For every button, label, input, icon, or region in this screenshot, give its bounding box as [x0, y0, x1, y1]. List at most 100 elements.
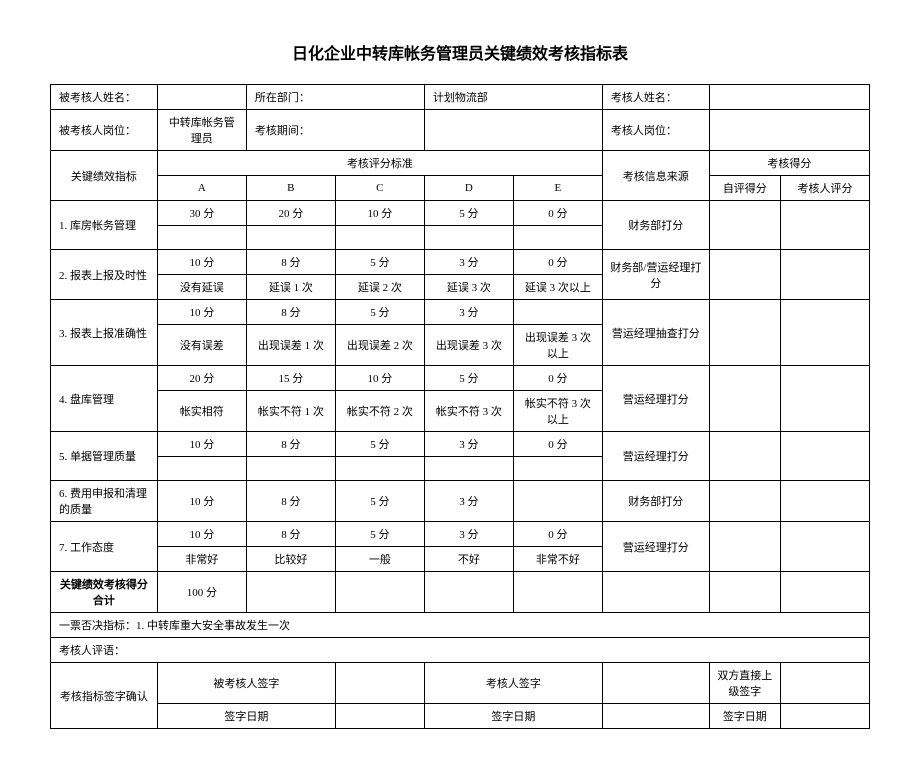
cell: 20 分 [246, 201, 335, 226]
cell: 延误 2 次 [335, 275, 424, 300]
source: 财务部打分 [602, 201, 709, 250]
cell: 出现误差 2 次 [335, 325, 424, 366]
source: 财务部打分 [602, 481, 709, 522]
cell [424, 572, 513, 613]
cell: 8 分 [246, 300, 335, 325]
cell: 8 分 [246, 522, 335, 547]
cell: 出现误差 3 次以上 [513, 325, 602, 366]
header-row-1: 被考核人姓名： 所在部门： 计划物流部 考核人姓名： [51, 85, 870, 110]
source: 营运经理抽查打分 [602, 300, 709, 366]
cell: 帐实不符 1 次 [246, 391, 335, 432]
date-value [780, 704, 869, 729]
confirm-label: 考核指标签字确认 [51, 663, 158, 729]
cell: 5 分 [335, 522, 424, 547]
cell [246, 457, 335, 481]
assessor-score [780, 481, 869, 522]
cell: 3 分 [424, 481, 513, 522]
cell: 10 分 [157, 300, 246, 325]
date-label: 签字日期 [157, 704, 335, 729]
self-score [709, 481, 780, 522]
date-value [602, 704, 709, 729]
cell: 出现误差 3 次 [424, 325, 513, 366]
total-label: 关键绩效考核得分合计 [51, 572, 158, 613]
header-row-2: 被考核人岗位： 中转库帐务管理员 考核期间： 考核人岗位： [51, 110, 870, 151]
cell: 0 分 [513, 366, 602, 391]
assessor-score [780, 432, 869, 481]
cell: 延误 3 次 [424, 275, 513, 300]
assessor-post-value [709, 110, 869, 151]
cell [513, 226, 602, 250]
cell [335, 226, 424, 250]
col-header-2: A B C D E 自评得分 考核人评分 [51, 176, 870, 201]
period-value [424, 110, 602, 151]
cell [513, 457, 602, 481]
cell: 30 分 [157, 201, 246, 226]
self-score [709, 522, 780, 572]
cell: 3 分 [424, 300, 513, 325]
dept-value: 计划物流部 [424, 85, 602, 110]
cell: 5 分 [335, 481, 424, 522]
col-criteria: 考核评分标准 [157, 151, 602, 176]
cell: 帐实不符 2 次 [335, 391, 424, 432]
assessee-name-label: 被考核人姓名： [51, 85, 158, 110]
cell: 非常好 [157, 547, 246, 572]
sig-assessor-value [602, 663, 709, 704]
cell: 3 分 [424, 250, 513, 275]
cell: 一般 [335, 547, 424, 572]
cell: 0 分 [513, 250, 602, 275]
col-score: 考核得分 [709, 151, 869, 176]
cell: 10 分 [157, 432, 246, 457]
cell [424, 226, 513, 250]
table-row: 7. 工作态度 10 分 8 分 5 分 3 分 0 分 营运经理打分 [51, 522, 870, 547]
col-b: B [246, 176, 335, 201]
kpi-name: 5. 单据管理质量 [51, 432, 158, 481]
cell: 5 分 [335, 250, 424, 275]
kpi-table: 被考核人姓名： 所在部门： 计划物流部 考核人姓名： 被考核人岗位： 中转库帐务… [50, 84, 870, 729]
sig-supervisor-label: 双方直接上级签字 [709, 663, 780, 704]
cell: 0 分 [513, 432, 602, 457]
comment-row: 考核人评语： [51, 638, 870, 663]
table-row: 3. 报表上报准确性 10 分 8 分 5 分 3 分 营运经理抽查打分 [51, 300, 870, 325]
cell: 8 分 [246, 432, 335, 457]
assessor-score [780, 250, 869, 300]
cell: 延误 1 次 [246, 275, 335, 300]
cell: 5 分 [335, 300, 424, 325]
assessor-score [780, 522, 869, 572]
cell [602, 572, 709, 613]
cell: 10 分 [157, 522, 246, 547]
cell: 比较好 [246, 547, 335, 572]
period-label: 考核期间： [246, 110, 424, 151]
sig-assessee-value [335, 663, 424, 704]
source: 营运经理打分 [602, 432, 709, 481]
cell: 延误 3 次以上 [513, 275, 602, 300]
cell: 5 分 [424, 366, 513, 391]
cell: 10 分 [157, 250, 246, 275]
assessor-score [780, 201, 869, 250]
col-e: E [513, 176, 602, 201]
assessor-name-label: 考核人姓名： [602, 85, 709, 110]
cell: 0 分 [513, 201, 602, 226]
cell: 8 分 [246, 250, 335, 275]
cell: 8 分 [246, 481, 335, 522]
assessor-post-label: 考核人岗位： [602, 110, 709, 151]
table-row: 5. 单据管理质量 10 分 8 分 5 分 3 分 0 分 营运经理打分 [51, 432, 870, 457]
cell: 20 分 [157, 366, 246, 391]
signature-row-1: 考核指标签字确认 被考核人签字 考核人签字 双方直接上级签字 [51, 663, 870, 704]
cell [335, 572, 424, 613]
cell: 10 分 [335, 201, 424, 226]
cell [335, 457, 424, 481]
cell: 没有延误 [157, 275, 246, 300]
cell: 3 分 [424, 522, 513, 547]
cell: 5 分 [335, 432, 424, 457]
assessor-score [780, 300, 869, 366]
kpi-name: 6. 费用申报和清理的质量 [51, 481, 158, 522]
assessee-name-value [157, 85, 246, 110]
col-source: 考核信息来源 [602, 151, 709, 201]
cell: 出现误差 1 次 [246, 325, 335, 366]
kpi-name: 7. 工作态度 [51, 522, 158, 572]
signature-row-2: 签字日期 签字日期 签字日期 [51, 704, 870, 729]
cell: 没有误差 [157, 325, 246, 366]
kpi-name: 4. 盘库管理 [51, 366, 158, 432]
cell: 不好 [424, 547, 513, 572]
veto-row: 一票否决指标：1. 中转库重大安全事故发生一次 [51, 613, 870, 638]
